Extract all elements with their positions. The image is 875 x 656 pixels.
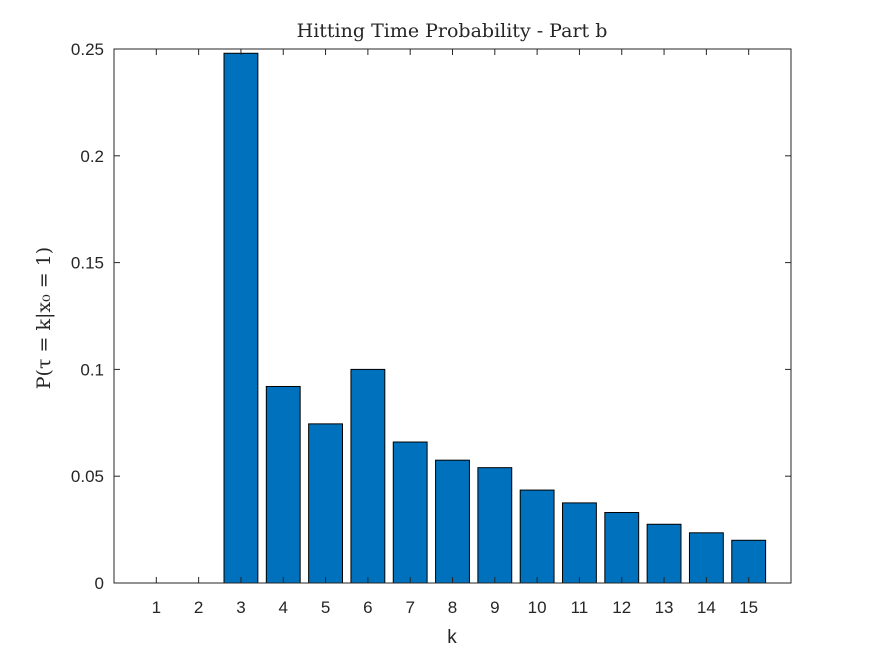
y-tick-label-5: 0.25	[71, 40, 104, 59]
x-tick-label-2: 2	[194, 598, 203, 617]
x-tick-label-1: 1	[152, 598, 161, 617]
x-tick-label-7: 7	[405, 598, 414, 617]
bar-14	[688, 532, 724, 584]
x-tick-label-4: 4	[279, 598, 288, 617]
y-tick-label-0: 0	[95, 574, 104, 593]
x-tick-label-9: 9	[490, 598, 499, 617]
x-axis-label: k	[447, 627, 457, 648]
x-tick-label-15: 15	[739, 598, 758, 617]
y-tick-label-1: 0.05	[71, 467, 104, 486]
x-tick-label-13: 13	[655, 598, 674, 617]
x-tick-label-10: 10	[528, 598, 547, 617]
bar-7	[392, 441, 428, 584]
bar-15	[731, 539, 767, 584]
bar-11	[562, 502, 597, 584]
bar-6	[350, 368, 386, 584]
x-tick-label-14: 14	[697, 598, 716, 617]
bar-9	[477, 467, 513, 584]
x-tick-label-12: 12	[612, 598, 631, 617]
y-tick-label-4: 0.2	[80, 147, 104, 166]
y-tick-label-3: 0.15	[71, 254, 104, 273]
bar-8	[435, 459, 470, 584]
x-tick-label-3: 3	[236, 598, 245, 617]
x-tick-label-11: 11	[571, 598, 589, 617]
y-tick-label-2: 0.1	[80, 360, 104, 379]
chart-title: Hitting Time Probability - Part b	[297, 20, 608, 42]
x-tick-label-6: 6	[363, 598, 372, 617]
bar-13	[646, 523, 682, 584]
y-axis-label: P(τ = k|x₀ = 1)	[33, 247, 55, 389]
bar-12	[604, 512, 640, 584]
x-tick-label-8: 8	[448, 598, 457, 617]
bar-3	[223, 52, 259, 584]
bar-4	[265, 385, 301, 584]
bar-5	[308, 423, 343, 584]
bar-10	[519, 489, 555, 584]
x-tick-label-5: 5	[321, 598, 330, 617]
